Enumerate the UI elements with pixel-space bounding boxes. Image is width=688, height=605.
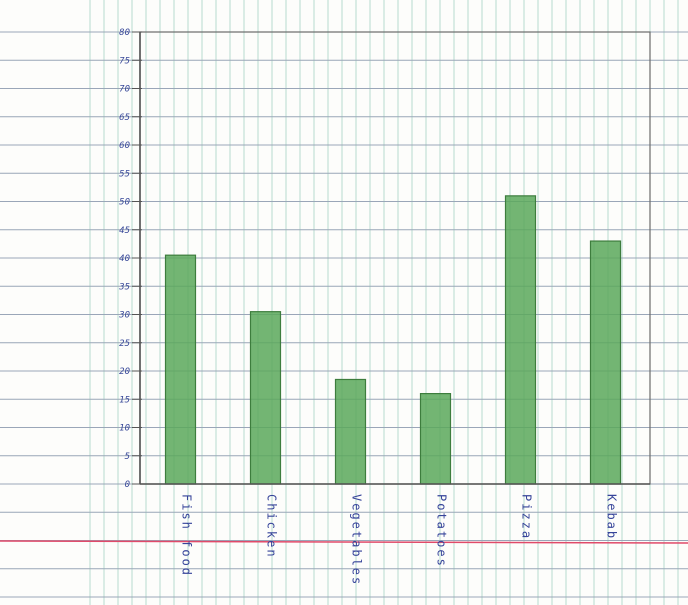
y-tick-label: 75 — [119, 56, 130, 66]
x-category-label: Pizza — [520, 494, 534, 540]
x-category-label: Fish food — [180, 494, 194, 577]
bar-fish-food — [164, 254, 197, 485]
bars — [164, 195, 622, 485]
x-category-label: Vegetables — [350, 494, 364, 586]
y-tick-label: 40 — [119, 254, 130, 264]
x-category-label: Kebab — [605, 494, 619, 540]
y-axis-ticks: 0 5 10 15 20 25 30 35 40 45 50 55 60 65 70 75 80 — [118, 28, 142, 490]
y-tick-label: 80 — [119, 28, 130, 38]
y-tick-label: 5 — [125, 452, 130, 462]
y-tick-label: 55 — [119, 169, 130, 179]
bar-chicken — [249, 311, 282, 485]
margin-line — [0, 540, 688, 544]
y-tick-label: 10 — [119, 424, 130, 434]
x-category-label: Potatoes — [435, 494, 449, 568]
y-tick-label: 35 — [118, 282, 130, 292]
y-tick-label: 60 — [119, 141, 130, 151]
x-category-label: Chicken — [265, 494, 279, 559]
x-axis-labels: Fish food Chicken Vegetables Potatoes Pizza K… — [180, 494, 619, 586]
y-tick-label: 50 — [119, 198, 130, 208]
y-tick-label: 20 — [119, 367, 130, 377]
y-tick-label: 45 — [119, 226, 130, 236]
y-tick-label: 0 — [125, 480, 130, 490]
bar-kebab — [589, 240, 622, 485]
y-tick-label: 70 — [119, 85, 130, 95]
y-tick-label: 15 — [119, 395, 130, 405]
y-tick-label: 30 — [118, 311, 130, 321]
bar-potatoes — [419, 393, 452, 485]
bar-pizza — [504, 195, 537, 485]
y-tick-label: 65 — [119, 113, 130, 123]
y-tick-label: 25 — [119, 339, 130, 349]
bar-vegetables — [334, 378, 367, 485]
